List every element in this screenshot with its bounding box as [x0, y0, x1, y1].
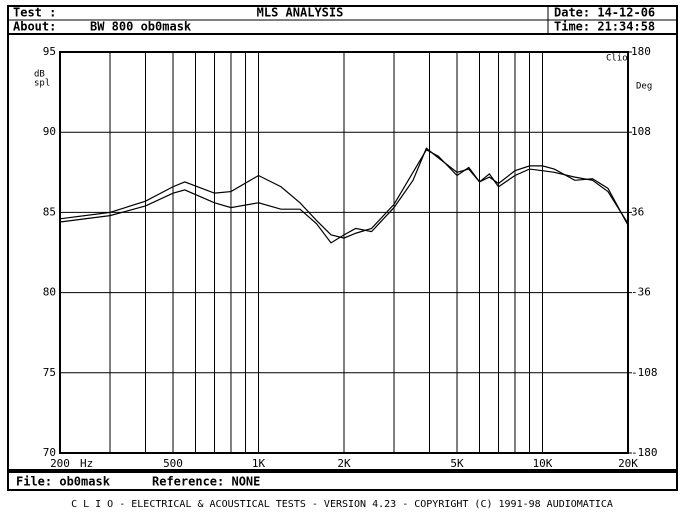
y-tick-label: 90	[43, 125, 56, 138]
file: File: ob0mask	[16, 475, 111, 489]
about-label: About:	[13, 20, 56, 34]
y2-tick-label: 108	[631, 125, 651, 138]
footer-box	[7, 471, 678, 491]
y-tick-label: 75	[43, 366, 56, 379]
title: MLS ANALYSIS	[257, 6, 344, 20]
x-tick-label: 5K	[450, 457, 464, 470]
y2-tick-label: -36	[631, 286, 651, 299]
reference: Reference: NONE	[152, 475, 260, 489]
y-tick-label: 80	[43, 286, 56, 299]
y2-label: Deg	[636, 82, 652, 92]
y2-tick-label: 180	[631, 45, 651, 58]
y2-tick-label: 36	[631, 205, 644, 218]
y2-tick-label: -180	[631, 446, 658, 459]
date: Date: 14-12-06	[554, 6, 655, 20]
plot-box	[7, 33, 678, 471]
time: Time: 21:34:58	[554, 20, 655, 34]
y-tick-label: 70	[43, 446, 56, 459]
x-tick-label: 200	[50, 457, 70, 470]
y-label: dB	[34, 70, 45, 80]
y-label: spl	[34, 79, 50, 89]
x-tick-label: 2K	[337, 457, 351, 470]
test-label: Test :	[13, 6, 56, 20]
x-label: Hz	[80, 457, 93, 470]
y2-tick-label: -108	[631, 366, 658, 379]
line-series	[59, 147, 629, 244]
x-tick-label: 500	[163, 457, 183, 470]
annotation: Clio	[606, 54, 628, 64]
y-tick-label: 95	[43, 45, 56, 58]
x-tick-label: 1K	[252, 457, 266, 470]
y-tick-label: 85	[43, 205, 56, 218]
line-series	[59, 149, 629, 239]
plot-frame	[59, 51, 629, 454]
about-value: BW 800 ob0mask	[90, 20, 192, 34]
banner: C L I O - ELECTRICAL & ACOUSTICAL TESTS …	[71, 499, 613, 510]
x-tick-label: 20K	[618, 457, 638, 470]
x-tick-label: 10K	[533, 457, 553, 470]
